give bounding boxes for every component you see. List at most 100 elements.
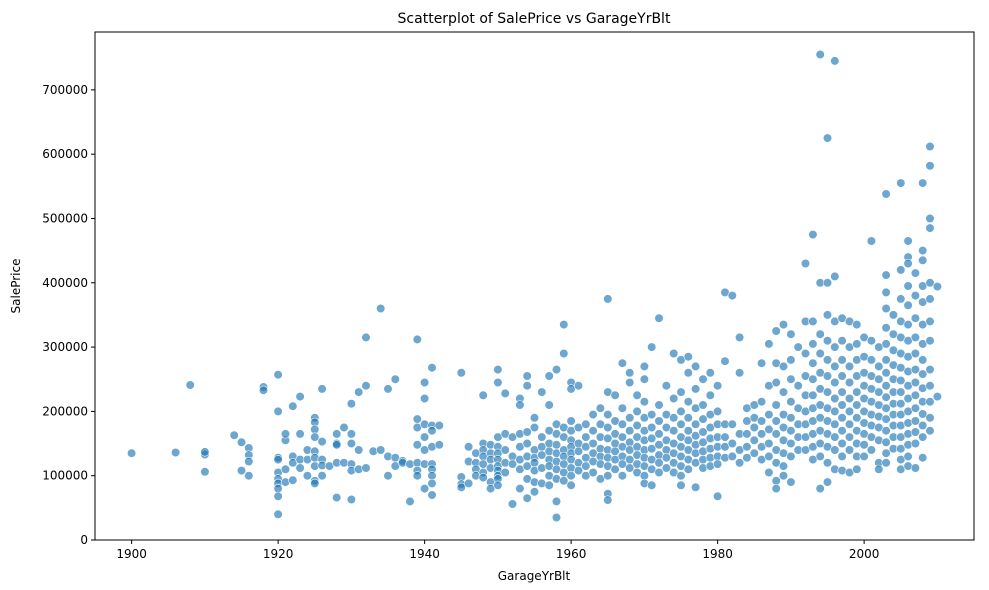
data-point [412, 414, 422, 424]
data-point [420, 393, 430, 404]
data-point [771, 476, 781, 486]
data-point [573, 381, 584, 391]
data-point [544, 371, 554, 381]
data-point [837, 451, 847, 462]
data-point [537, 387, 547, 397]
data-point [639, 471, 650, 481]
data-point [317, 384, 327, 394]
data-point [822, 477, 833, 487]
data-point [903, 451, 913, 462]
data-point [925, 223, 935, 233]
data-point [764, 339, 774, 349]
data-point [764, 410, 774, 420]
data-point [925, 397, 935, 407]
data-point [903, 236, 913, 246]
x-tick-label: 1960 [556, 547, 587, 561]
data-point [749, 422, 759, 433]
data-point [617, 459, 628, 469]
data-point [925, 426, 935, 436]
data-point [617, 471, 628, 481]
data-point [515, 400, 525, 410]
data-point [925, 381, 935, 391]
data-point [625, 463, 635, 473]
data-point [669, 413, 679, 423]
data-point [376, 445, 386, 455]
data-point [771, 326, 781, 336]
data-point [764, 424, 774, 435]
data-point [918, 409, 928, 419]
data-point [756, 429, 767, 439]
data-point [918, 420, 928, 431]
data-point [551, 440, 562, 450]
data-point [910, 403, 921, 413]
data-point [764, 467, 774, 478]
data-point [258, 385, 269, 395]
data-point [830, 419, 840, 429]
data-point [786, 477, 796, 487]
data-point [537, 432, 547, 442]
data-point [918, 255, 928, 265]
data-point [756, 397, 767, 407]
data-point [808, 230, 818, 240]
data-point [273, 484, 283, 494]
data-point [654, 440, 664, 450]
data-point [866, 336, 877, 346]
data-point [654, 313, 664, 323]
data-point [837, 387, 847, 397]
data-point [844, 377, 855, 388]
data-point [654, 467, 664, 478]
data-point [595, 403, 606, 413]
data-point [734, 332, 745, 343]
data-point [690, 361, 701, 372]
data-point [280, 464, 291, 474]
data-point [427, 426, 437, 436]
data-point [625, 437, 635, 447]
data-point [354, 387, 364, 397]
data-point [786, 329, 796, 339]
data-point [361, 463, 371, 473]
data-point [302, 471, 313, 481]
data-point [727, 291, 737, 301]
data-point [830, 445, 840, 455]
data-point [683, 435, 693, 445]
data-point [852, 387, 862, 397]
data-point [529, 487, 540, 497]
y-tick-label: 100000 [42, 469, 88, 483]
data-point [822, 133, 833, 143]
data-point [800, 348, 811, 359]
data-point [456, 368, 466, 378]
data-point [588, 438, 598, 449]
data-point [822, 336, 833, 346]
x-tick-label: 1900 [116, 547, 147, 561]
data-point [515, 484, 525, 494]
data-point [295, 429, 305, 439]
data-point [639, 374, 650, 384]
data-point [588, 467, 598, 478]
data-point [778, 320, 789, 330]
data-point [815, 49, 825, 60]
data-point [683, 352, 693, 362]
data-point [815, 451, 825, 462]
data-point [559, 348, 569, 359]
data-point [786, 413, 796, 423]
data-point [676, 387, 686, 397]
data-point [903, 258, 913, 269]
data-point [273, 491, 283, 501]
data-point [639, 361, 650, 372]
data-point [493, 365, 503, 375]
data-point [346, 438, 357, 449]
data-point [529, 413, 540, 423]
data-point [808, 316, 818, 327]
data-point [603, 294, 613, 304]
data-point [830, 432, 840, 442]
data-point [866, 236, 877, 246]
data-point [346, 399, 357, 409]
data-point [617, 432, 628, 442]
y-tick-label: 500000 [42, 211, 88, 225]
data-point [910, 390, 921, 400]
data-point [852, 320, 862, 330]
data-point [749, 448, 759, 458]
x-axis-label: GarageYrBlt [498, 569, 571, 583]
data-point [647, 433, 657, 444]
data-point [866, 445, 877, 455]
